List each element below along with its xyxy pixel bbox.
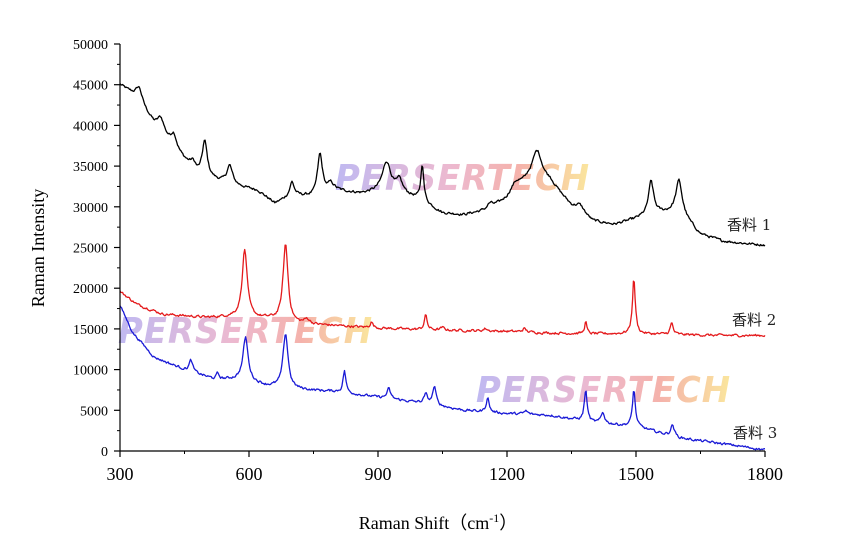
series-label-1: 香料 1	[727, 216, 771, 234]
watermark-left: PERSERTECH	[118, 311, 373, 352]
watermark-right: PERSERTECH	[476, 370, 731, 411]
x-axis-title-main: Raman Shift（cm	[359, 513, 489, 533]
series-line-2	[119, 244, 766, 338]
y-tick-label: 50000	[73, 38, 108, 53]
y-tick-label: 0	[101, 445, 108, 460]
y-tick-label: 20000	[73, 282, 108, 297]
x-axis-title-suffix: ）	[499, 513, 517, 533]
x-axis-title-superscript: -1	[489, 511, 499, 525]
watermark-top: PERSERTECH	[335, 158, 590, 199]
y-tick-label: 5000	[80, 404, 108, 419]
series-layer	[119, 83, 766, 451]
y-tick-label: 10000	[73, 364, 108, 379]
y-tick-label: 45000	[73, 79, 108, 94]
series-label-3: 香料 3	[733, 424, 777, 442]
x-tick-label: 900	[365, 464, 392, 484]
x-tick-label: 1500	[618, 464, 654, 484]
y-tick-label: 30000	[73, 201, 108, 216]
y-axis-title: Raman Intensity	[28, 189, 48, 307]
x-tick-label: 600	[236, 464, 263, 484]
y-tick-label: 40000	[73, 119, 108, 134]
watermark-layer: PERSERTECH PERSERTECH PERSERTECH	[118, 158, 731, 411]
series-line-3	[119, 305, 766, 451]
x-tick-label: 300	[107, 464, 134, 484]
y-tick-label: 25000	[73, 242, 108, 257]
x-axis-title: Raman Shift（cm-1）	[359, 511, 517, 533]
x-tick-label: 1200	[489, 464, 525, 484]
y-tick-label: 15000	[73, 323, 108, 338]
series-line-1	[119, 83, 766, 247]
y-tick-label: 35000	[73, 160, 108, 175]
ticks-layer: 300 600 900 1200 1500 1800 0 5000 10000 15000 2000…	[73, 38, 783, 484]
series-label-2: 香料 2	[732, 311, 776, 329]
series-labels: 香料 1 香料 2 香料 3	[727, 216, 777, 442]
x-tick-label: 1800	[747, 464, 783, 484]
